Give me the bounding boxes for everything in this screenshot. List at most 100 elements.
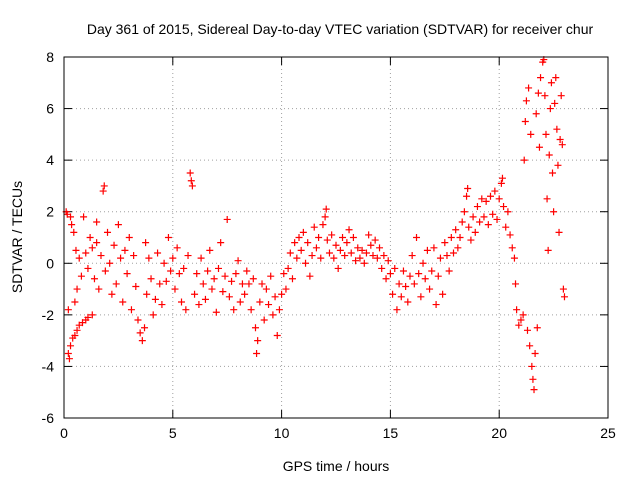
data-point — [328, 231, 336, 239]
data-point — [138, 337, 146, 345]
data-point — [225, 293, 233, 301]
data-point — [75, 254, 83, 262]
x-tick-label: 15 — [383, 425, 399, 441]
data-point — [535, 143, 543, 151]
data-point — [360, 259, 368, 267]
data-point — [469, 213, 477, 221]
data-point — [243, 267, 251, 275]
data-point — [308, 252, 316, 260]
data-point — [295, 234, 303, 241]
data-point — [117, 254, 125, 262]
data-point — [71, 298, 79, 306]
data-point — [555, 228, 563, 236]
data-point — [80, 213, 88, 221]
data-point — [515, 321, 523, 329]
data-point — [556, 136, 564, 144]
data-point — [531, 350, 539, 358]
data-point — [286, 249, 294, 257]
data-point — [315, 234, 323, 241]
data-point — [254, 337, 262, 345]
data-point — [399, 267, 407, 275]
data-point — [70, 228, 78, 236]
data-point — [476, 218, 484, 226]
data-point — [317, 254, 325, 262]
data-point — [251, 324, 259, 332]
data-point — [521, 117, 529, 125]
data-point — [356, 254, 364, 262]
data-point — [68, 221, 76, 229]
data-point — [517, 316, 525, 324]
data-point — [391, 264, 399, 272]
data-point — [267, 272, 275, 280]
data-point — [558, 141, 566, 149]
data-point — [208, 285, 216, 293]
data-point — [508, 244, 516, 252]
data-point — [258, 280, 266, 288]
data-point — [186, 169, 194, 177]
data-points — [62, 56, 568, 394]
data-point — [319, 221, 327, 229]
data-point — [112, 280, 120, 288]
data-point — [67, 213, 75, 221]
data-point — [310, 223, 318, 231]
data-point — [367, 241, 375, 249]
data-point — [495, 195, 503, 203]
y-tick-label: 0 — [46, 255, 54, 271]
data-point — [547, 79, 555, 87]
data-point — [84, 264, 92, 272]
data-point — [188, 182, 196, 190]
data-point — [519, 311, 527, 319]
data-point — [132, 282, 140, 290]
data-point — [545, 151, 553, 159]
data-point — [513, 306, 521, 314]
data-point — [423, 246, 431, 254]
y-axis-label: SDTVAR / TECUs — [9, 181, 25, 293]
data-point — [445, 267, 453, 275]
data-point — [169, 254, 177, 262]
data-point — [486, 192, 494, 200]
data-point — [101, 267, 109, 275]
data-point — [180, 264, 188, 272]
data-point — [397, 293, 405, 301]
y-tick-label: -6 — [42, 410, 55, 426]
data-point — [454, 244, 462, 252]
data-point — [106, 259, 114, 267]
data-point — [288, 275, 296, 283]
data-point — [334, 264, 342, 272]
data-point — [230, 306, 238, 314]
data-point — [64, 350, 72, 358]
data-point — [358, 246, 366, 254]
data-point — [178, 298, 186, 306]
data-point — [553, 125, 561, 133]
data-point — [473, 203, 481, 211]
data-point — [506, 231, 514, 239]
y-tick-label: -4 — [42, 358, 55, 374]
data-point — [121, 246, 129, 254]
data-point — [406, 272, 414, 280]
data-point — [206, 246, 214, 254]
data-point — [321, 213, 329, 221]
data-point — [410, 280, 418, 288]
data-point — [253, 350, 261, 358]
data-point — [550, 208, 558, 216]
data-point — [504, 208, 512, 216]
data-point — [187, 177, 195, 185]
data-point — [389, 290, 397, 298]
data-point — [297, 246, 305, 254]
data-point — [228, 277, 236, 285]
data-point — [291, 239, 299, 247]
data-point — [441, 239, 449, 247]
data-point — [526, 342, 534, 350]
data-point — [147, 275, 155, 283]
data-point — [332, 241, 340, 249]
x-tick-label: 0 — [60, 425, 68, 441]
data-point — [217, 239, 225, 247]
data-point — [525, 84, 533, 92]
data-point — [119, 298, 127, 306]
data-point — [199, 280, 207, 288]
data-point — [162, 277, 170, 285]
data-point — [354, 244, 362, 252]
data-point — [341, 252, 349, 260]
data-point — [413, 234, 421, 241]
